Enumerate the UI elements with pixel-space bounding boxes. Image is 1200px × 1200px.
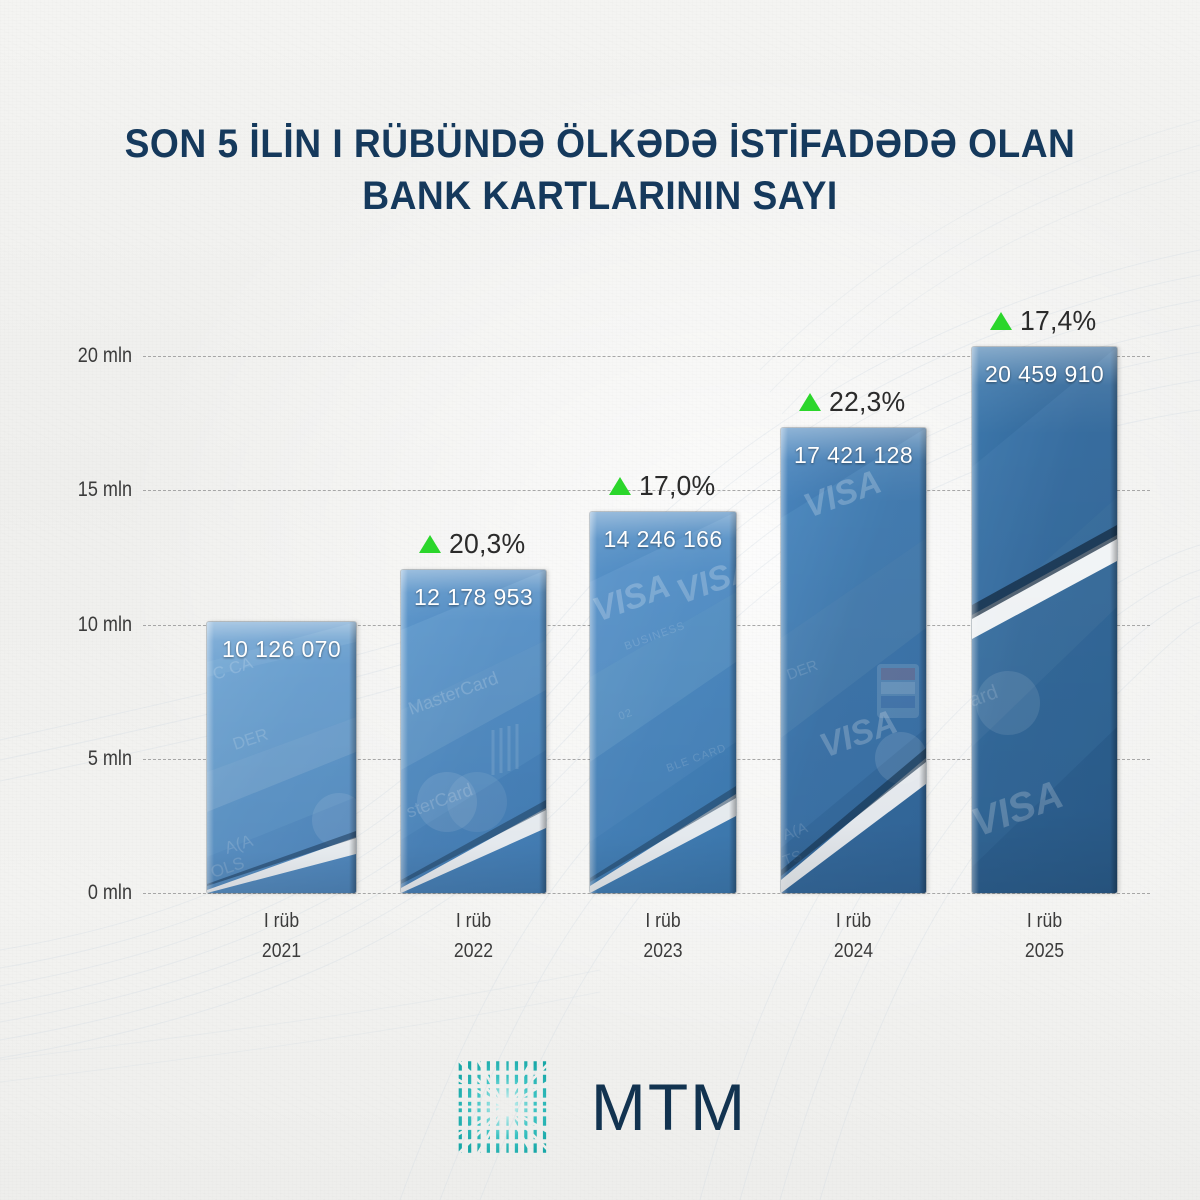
xaxis-label-2023: I rüb 2023 xyxy=(599,906,727,966)
bar-gloss xyxy=(401,570,546,893)
gridline-15mln xyxy=(143,490,1150,491)
bar-right-shadow xyxy=(919,428,926,893)
title-line-1: SON 5 İLİN I RÜBÜNDƏ ÖLKƏDƏ İSTİFADƏDƏ O… xyxy=(124,122,1076,166)
bar-gloss xyxy=(781,428,926,893)
bar-value-2023: 14 246 166 xyxy=(603,526,723,552)
bar-2024: VISA VISA DER A(A TS xyxy=(781,428,926,893)
bar-gloss xyxy=(972,347,1117,893)
bar-2023: VISA VISA BUSINESS BLE CARD 02 14 246 16… xyxy=(590,512,736,893)
xaxis-label-2024-top: I rüb xyxy=(835,910,872,932)
growth-badge-2023: 17,0% xyxy=(590,470,736,502)
bar-value-2021: 10 126 070 xyxy=(221,636,342,662)
xaxis-label-2025: I rüb 2025 xyxy=(981,906,1109,966)
triangle-up-icon xyxy=(799,393,822,411)
bar-card-texture: VISA VISA DER A(A TS xyxy=(781,428,926,893)
xaxis-label-2021: I rüb 2021 xyxy=(216,906,347,966)
growth-badge-2025: 17,4% xyxy=(972,305,1117,337)
bar-right-shadow xyxy=(349,622,356,893)
bar-gloss xyxy=(207,622,356,893)
bar-left-highlight xyxy=(207,622,214,893)
title-line-2: BANK KARTLARININ SAYI xyxy=(362,174,838,218)
xaxis-label-2024: I rüb 2024 xyxy=(790,906,918,966)
bar-card-texture: VISA VISA BUSINESS BLE CARD 02 xyxy=(590,512,736,893)
xaxis-label-2022-top: I rüb xyxy=(455,910,492,932)
page-title: SON 5 İLİN I RÜBÜNDƏ ÖLKƏDƏ İSTİFADƏDƏ O… xyxy=(0,118,1200,222)
ytick-label-10mln: 10 mln xyxy=(77,613,132,636)
svg-text:02: 02 xyxy=(617,707,634,723)
bar-left-highlight xyxy=(781,428,788,893)
xaxis-label-2025-bottom: 2025 xyxy=(1024,940,1065,962)
bar-right-shadow xyxy=(729,512,736,893)
xaxis-label-2023-bottom: 2023 xyxy=(643,940,683,962)
svg-text:TS: TS xyxy=(781,847,804,870)
xaxis-label-2022: I rüb 2022 xyxy=(410,906,538,966)
ytick-label-20mln: 20 mln xyxy=(77,344,132,367)
growth-percent-2022: 20,3% xyxy=(449,528,526,559)
bar-2025: VISA ard 20 459 910 xyxy=(972,347,1117,893)
brand-logo: MTM xyxy=(0,1055,1200,1159)
xaxis-label-2023-top: I rüb xyxy=(645,910,681,932)
bar-value-2022: 12 178 953 xyxy=(413,584,534,610)
growth-percent-2023: 17,0% xyxy=(638,470,716,501)
triangle-up-icon xyxy=(608,477,631,495)
bar-value-2025: 20 459 910 xyxy=(984,361,1105,387)
growth-badge-2024: 22,3% xyxy=(781,386,926,418)
ytick-label-15mln: 15 mln xyxy=(77,478,132,501)
gridline-20mln xyxy=(143,356,1150,357)
xaxis-label-2021-top: I rüb xyxy=(263,910,300,932)
growth-badge-2022: 20,3% xyxy=(401,528,546,560)
gridline-0mln xyxy=(143,893,1150,894)
bar-2022: MasterCard sterCard 12 178 953 xyxy=(401,570,546,893)
growth-percent-2024: 22,3% xyxy=(829,386,906,417)
bar-right-shadow xyxy=(539,570,546,893)
bar-right-shadow xyxy=(1110,347,1117,893)
bar-card-texture: MasterCard sterCard xyxy=(401,570,546,893)
growth-percent-2025: 17,4% xyxy=(1020,305,1097,336)
triangle-up-icon xyxy=(419,535,442,553)
xaxis-label-2022-bottom: 2022 xyxy=(453,940,494,962)
xaxis-label-2025-top: I rüb xyxy=(1026,910,1063,932)
radial-burst-icon xyxy=(452,1055,557,1159)
bar-value-2024: 17 421 128 xyxy=(793,442,914,468)
bar-2021: C CA DER A(A OLS 10 126 070 xyxy=(207,622,356,893)
bar-card-texture: VISA ard xyxy=(972,347,1117,893)
xaxis-label-2024-bottom: 2024 xyxy=(833,940,874,962)
bar-left-highlight xyxy=(590,512,597,893)
bar-left-highlight xyxy=(401,570,408,893)
ytick-label-5mln: 5 mln xyxy=(87,747,132,770)
bar-left-highlight xyxy=(972,347,979,893)
triangle-up-icon xyxy=(990,312,1013,330)
logo-wordmark: MTM xyxy=(590,1070,748,1144)
bar-card-texture: C CA DER A(A OLS xyxy=(207,622,356,893)
xaxis-label-2021-bottom: 2021 xyxy=(261,940,302,962)
ytick-label-0mln: 0 mln xyxy=(87,881,132,904)
bar-gloss xyxy=(590,512,736,893)
